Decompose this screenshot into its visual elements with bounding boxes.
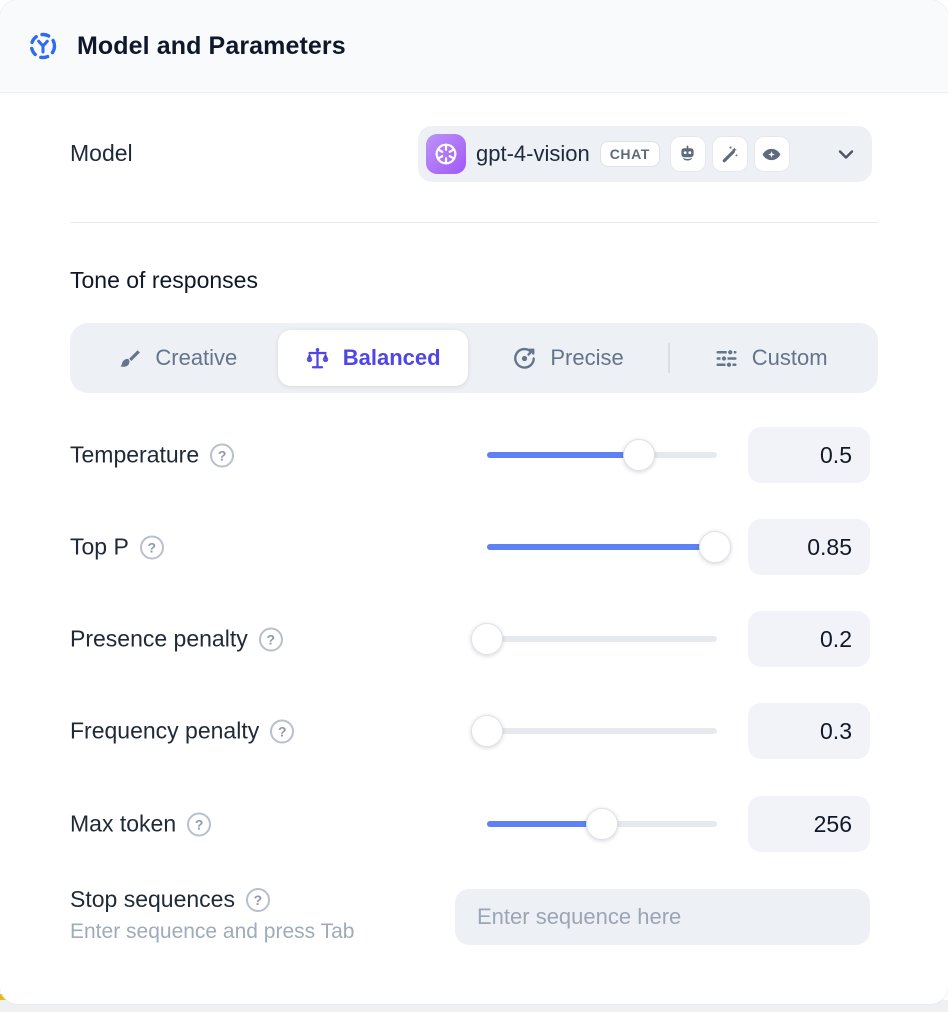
slider-track: [487, 728, 717, 734]
parameter-label: Top P ?: [70, 534, 164, 561]
tone-option-balanced[interactable]: Balanced: [277, 330, 468, 386]
stop-sequences-hint: Enter sequence and press Tab: [70, 920, 355, 943]
panel-header: Model and Parameters: [0, 0, 948, 93]
parameter-label-text: Frequency penalty: [70, 717, 260, 744]
model-select[interactable]: gpt-4-vision CHAT: [418, 126, 872, 182]
sliders-icon: [716, 348, 737, 368]
help-icon[interactable]: ?: [258, 627, 283, 651]
slider-handle[interactable]: [471, 623, 503, 655]
section-divider: [70, 222, 878, 223]
tone-option-custom[interactable]: Custom: [670, 330, 871, 386]
help-icon[interactable]: ?: [270, 719, 295, 743]
tone-option-label: Custom: [751, 345, 828, 370]
temperature-slider[interactable]: [487, 439, 717, 471]
parameter-row-presence-penalty: Presence penalty ? 0.2: [0, 611, 948, 667]
stop-sequences-label-block: Stop sequences ? Enter sequence and pres…: [70, 886, 354, 944]
slider-handle[interactable]: [586, 808, 618, 840]
top-p-slider[interactable]: [487, 531, 731, 563]
slider-handle[interactable]: [698, 531, 731, 563]
openai-logo-icon: [426, 134, 466, 174]
slider-handle[interactable]: [471, 715, 503, 747]
stop-sequences-label: Stop sequences: [70, 886, 235, 912]
parameter-row-max-token: Max token ? 256: [0, 796, 948, 852]
top-p-value[interactable]: 0.85: [748, 519, 870, 575]
frequency-penalty-value[interactable]: 0.3: [748, 703, 870, 759]
magic-wand-icon: [711, 136, 748, 172]
chevron-down-icon: [838, 150, 854, 159]
parameter-label-text: Temperature: [70, 441, 200, 468]
vision-icon: [753, 136, 790, 172]
slider-fill: [487, 452, 639, 458]
target-icon: [514, 347, 536, 369]
help-icon[interactable]: ?: [187, 812, 212, 836]
model-type-badge: CHAT: [599, 141, 660, 167]
paintbrush-icon: [120, 349, 141, 367]
parameter-label: Max token ?: [70, 810, 212, 838]
help-icon[interactable]: ?: [139, 535, 164, 559]
presence-penalty-slider[interactable]: [471, 623, 717, 655]
tone-heading: Tone of responses: [70, 267, 258, 293]
tone-option-label: Precise: [550, 345, 624, 370]
frequency-penalty-slider[interactable]: [471, 715, 717, 747]
slider-track: [487, 452, 717, 458]
model-label: Model: [70, 140, 133, 166]
slider-fill: [487, 544, 715, 550]
tone-option-precise[interactable]: Precise: [468, 330, 669, 386]
parameter-label: Temperature ?: [70, 441, 235, 469]
parameter-label-text: Presence penalty: [70, 625, 248, 652]
balance-scale-icon: [306, 347, 328, 368]
temperature-value[interactable]: 0.5: [748, 427, 870, 483]
tone-segmented-control: Creative Balanced: [70, 323, 878, 393]
help-icon[interactable]: ?: [210, 443, 235, 467]
help-icon[interactable]: ?: [245, 887, 270, 912]
slider-fill: [487, 821, 602, 827]
parameter-label-text: Top P: [70, 533, 129, 560]
slider-handle[interactable]: [622, 439, 655, 471]
parameter-label: Presence penalty ?: [70, 626, 283, 653]
tone-option-creative[interactable]: Creative: [77, 330, 278, 386]
tone-option-label: Creative: [155, 345, 238, 370]
parameter-label: Frequency penalty ?: [70, 717, 295, 745]
max-token-slider[interactable]: [487, 808, 717, 840]
panel-title: Model and Parameters: [77, 31, 346, 60]
robot-icon: [669, 136, 706, 172]
tone-option-label: Balanced: [342, 345, 441, 370]
segment-divider: [668, 343, 671, 373]
presence-penalty-value[interactable]: 0.2: [748, 611, 870, 667]
parameter-row-top-p: Top P ? 0.85: [0, 519, 948, 575]
stop-sequence-input[interactable]: [455, 889, 870, 945]
parameter-label-text: Max token: [70, 810, 177, 837]
slider-track: [487, 544, 717, 550]
model-hub-icon: [29, 32, 57, 60]
max-token-value[interactable]: 256: [748, 796, 870, 852]
parameter-row-frequency-penalty: Frequency penalty ? 0.3: [0, 703, 948, 759]
selected-model-name: gpt-4-vision: [476, 141, 590, 166]
slider-track: [487, 636, 717, 642]
parameter-row-temperature: Temperature ? 0.5: [0, 427, 948, 483]
